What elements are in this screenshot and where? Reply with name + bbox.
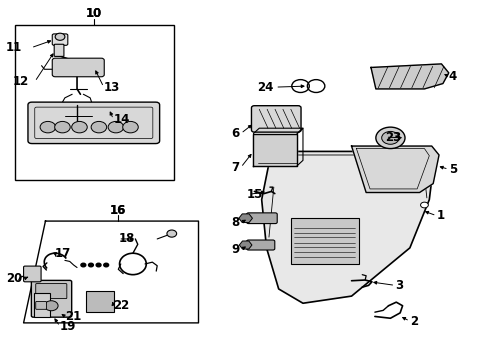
Text: 20: 20 — [6, 272, 22, 285]
Polygon shape — [351, 146, 438, 193]
FancyBboxPatch shape — [31, 280, 72, 317]
Circle shape — [108, 121, 123, 133]
Text: 2: 2 — [409, 315, 417, 328]
Text: 19: 19 — [60, 320, 76, 333]
FancyBboxPatch shape — [246, 240, 274, 250]
Circle shape — [44, 301, 58, 311]
Text: 24: 24 — [257, 81, 273, 94]
Circle shape — [103, 263, 108, 267]
Text: 15: 15 — [246, 188, 263, 201]
Circle shape — [55, 121, 70, 133]
Circle shape — [122, 121, 138, 133]
Text: 8: 8 — [231, 216, 239, 229]
Text: 18: 18 — [118, 233, 134, 246]
FancyBboxPatch shape — [36, 284, 67, 298]
Text: 3: 3 — [394, 279, 403, 292]
FancyBboxPatch shape — [85, 291, 114, 312]
FancyBboxPatch shape — [52, 34, 68, 45]
FancyBboxPatch shape — [52, 58, 104, 77]
FancyBboxPatch shape — [28, 102, 159, 144]
Bar — [15, 24, 174, 180]
Circle shape — [88, 263, 93, 267]
Polygon shape — [23, 221, 198, 323]
Text: 21: 21 — [65, 310, 81, 323]
Text: 10: 10 — [86, 8, 102, 21]
FancyBboxPatch shape — [36, 301, 46, 309]
Text: 1: 1 — [436, 209, 444, 222]
Circle shape — [96, 263, 101, 267]
Text: 10: 10 — [86, 8, 102, 21]
Text: 23: 23 — [385, 131, 401, 144]
Text: 17: 17 — [55, 247, 71, 260]
Circle shape — [72, 121, 87, 133]
Text: 7: 7 — [231, 161, 239, 174]
Circle shape — [91, 121, 106, 133]
Text: 9: 9 — [231, 243, 239, 256]
Circle shape — [166, 230, 176, 237]
FancyBboxPatch shape — [246, 213, 277, 224]
Text: 16: 16 — [110, 204, 126, 217]
Text: 5: 5 — [448, 163, 456, 176]
Text: 6: 6 — [231, 127, 239, 140]
Text: 12: 12 — [12, 75, 28, 88]
Circle shape — [375, 127, 404, 149]
Text: 14: 14 — [113, 113, 130, 126]
FancyBboxPatch shape — [290, 217, 358, 264]
Text: 13: 13 — [103, 81, 120, 94]
FancyBboxPatch shape — [251, 106, 301, 132]
Polygon shape — [370, 64, 448, 89]
Circle shape — [55, 33, 65, 40]
FancyBboxPatch shape — [54, 44, 64, 57]
Circle shape — [40, 121, 56, 133]
Circle shape — [381, 131, 398, 144]
FancyBboxPatch shape — [34, 293, 50, 317]
FancyBboxPatch shape — [23, 266, 41, 282]
Circle shape — [81, 263, 85, 267]
Text: 16: 16 — [110, 204, 126, 217]
Circle shape — [420, 202, 427, 208]
Text: 4: 4 — [448, 70, 456, 83]
Polygon shape — [253, 134, 297, 166]
Text: 22: 22 — [113, 299, 129, 312]
Text: 11: 11 — [6, 41, 22, 54]
Polygon shape — [261, 152, 433, 303]
